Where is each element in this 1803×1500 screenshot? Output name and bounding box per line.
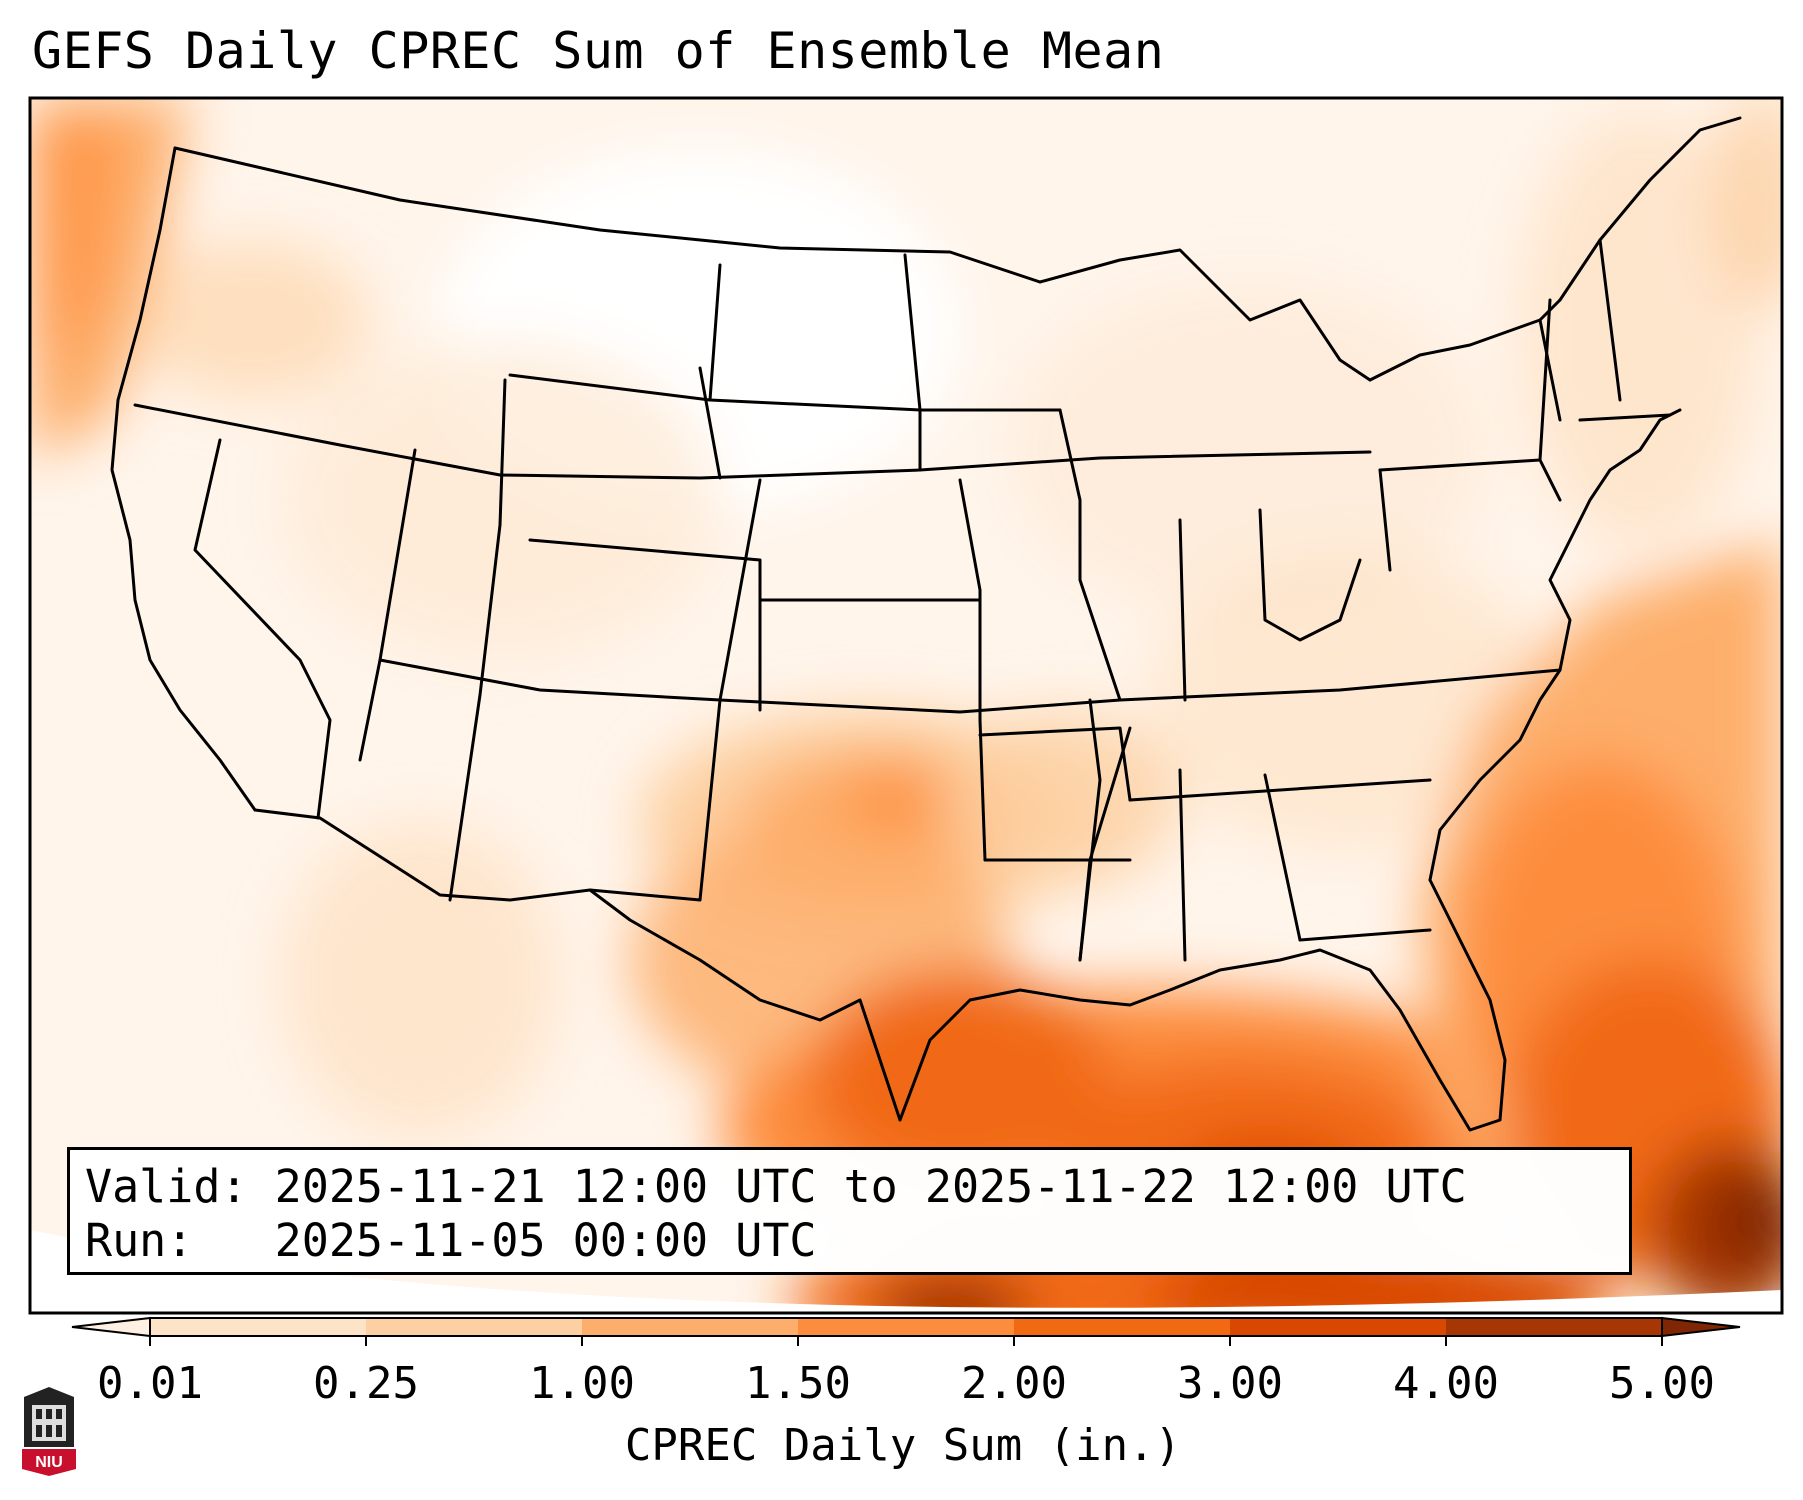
colorbar-border bbox=[149, 1317, 1663, 1337]
run-value: 2025-11-05 00:00 UTC bbox=[274, 1214, 817, 1267]
logo-text: NIU bbox=[35, 1454, 63, 1471]
colorbar-tick-label: 3.00 bbox=[1177, 1358, 1283, 1409]
colorbar-tick-label: 1.50 bbox=[745, 1358, 851, 1409]
colorbar-segment bbox=[1230, 1318, 1447, 1336]
colorbar-segment bbox=[150, 1318, 367, 1336]
precip-field bbox=[30, 98, 1782, 1313]
valid-value: 2025-11-21 12:00 UTC to 2025-11-22 12:00… bbox=[274, 1160, 1467, 1213]
colorbar-tick-label: 4.00 bbox=[1393, 1358, 1499, 1409]
colorbar-segment bbox=[582, 1318, 799, 1336]
colorbar-label: CPREC Daily Sum (in.) bbox=[624, 1420, 1182, 1471]
colorbar-tick-label: 0.01 bbox=[97, 1358, 203, 1409]
colorbar-extend-low bbox=[71, 1316, 151, 1338]
colorbar-tick-label: 5.00 bbox=[1609, 1358, 1715, 1409]
colorbar bbox=[71, 1316, 1741, 1346]
colorbar-tick-label: 1.00 bbox=[529, 1358, 635, 1409]
colorbar-segment bbox=[366, 1318, 583, 1336]
map-title: GEFS Daily CPREC Sum of Ensemble Mean bbox=[32, 22, 1165, 80]
state-boundaries bbox=[110, 116, 1742, 1132]
niu-logo: NIU bbox=[22, 1387, 76, 1476]
colorbar-tick-label: 0.25 bbox=[313, 1358, 419, 1409]
colorbar-extend-high bbox=[1661, 1316, 1741, 1338]
colorbar-tick-label: 2.00 bbox=[961, 1358, 1067, 1409]
colorbar-segment bbox=[798, 1318, 1015, 1336]
map-frame bbox=[28, 96, 1784, 1315]
colorbar-segment bbox=[1014, 1318, 1231, 1336]
info-box: Valid: 2025-11-21 12:00 UTC to 2025-11-2… bbox=[67, 1147, 1632, 1275]
valid-label: Valid: bbox=[85, 1160, 248, 1213]
colorbar-segment bbox=[1446, 1318, 1663, 1336]
run-label: Run: bbox=[85, 1214, 194, 1267]
